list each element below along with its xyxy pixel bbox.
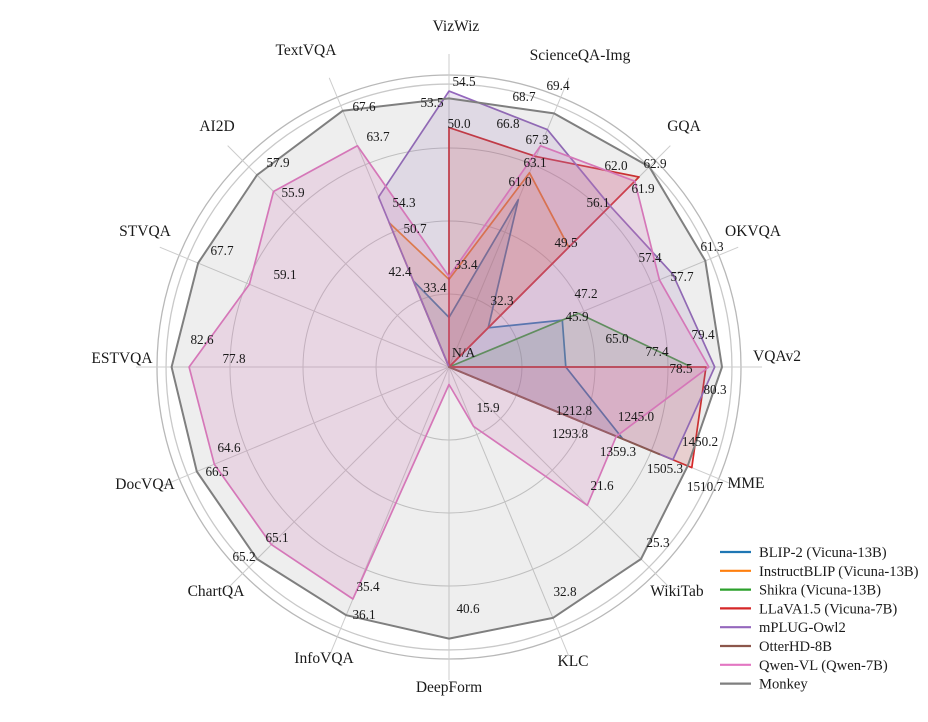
value-label-llava15-vqav2: 78.5 [669,361,692,376]
axis-label-estvqa: ESTVQA [91,350,153,367]
value-label-qwen-vl-vizwiz: 33.4 [454,257,477,272]
value-label-mplug-owl2-okvqa: 57.7 [670,269,693,284]
value-label-mplug-owl2-gqa: 56.1 [586,195,609,210]
value-label-blip2-gqa: 32.3 [490,293,513,308]
value-label-monkey-okvqa: 61.3 [700,239,723,254]
value-label-qwen-vl-textvqa: 63.7 [366,129,389,144]
value-label-monkey-textvqa: 67.6 [352,99,375,114]
value-label-monkey-ai2d: 57.9 [266,155,289,170]
value-label-instructblip-mme: 1212.8 [556,403,593,418]
legend-label-otterhd-8b: OtterHD-8B [759,639,832,655]
value-label-blip2-scienceqa-img: 61.0 [508,174,531,189]
axis-label-textvqa: TextVQA [276,42,338,59]
axis-label-gqa: GQA [667,118,701,135]
axis-label-vqav2: VQAv2 [753,348,801,365]
axis-spoke-stvqa [159,246,450,368]
axis-label-docvqa: DocVQA [115,476,175,493]
value-label-qwen-vl-stvqa: 59.1 [273,267,296,282]
value-label-qwen-vl-chartqa: 65.1 [265,530,288,545]
value-label-qwen-vl-ai2d: 55.9 [281,185,304,200]
axis-spoke-wikitab [448,366,671,589]
value-label-qwen-vl-okvqa: 57.4 [638,250,661,265]
value-label-blip2-mme: 1293.8 [552,426,589,441]
value-label-shikra-vqav2: 77.4 [645,344,668,359]
value-label-mplug-owl2-vizwiz: 54.5 [452,74,475,89]
value-label-shikra-okvqa: 47.2 [574,286,597,301]
value-label-monkey-wikitab: 25.3 [646,535,669,550]
value-label-otterhd-8b-mme: 1359.3 [600,444,637,459]
value-label-monkey-vizwiz: 53.5 [420,95,443,110]
value-label-qwen-vl-docvqa: 64.6 [217,440,240,455]
value-label-monkey-estvqa: 82.6 [190,332,213,347]
legend-label-llava1-5-vicuna-7b-: LLaVA1.5 (Vicuna-7B) [759,601,897,617]
value-label-qwen-vl-wikitab: 21.6 [590,478,613,493]
axis-label-okvqa: OKVQA [725,223,782,240]
center-na-label: N/A [452,345,476,360]
value-label-blip2-okvqa: 45.9 [565,309,588,324]
value-label-monkey-deepform: 40.6 [456,601,479,616]
value-label-qwen-vl-scienceqa-img: 67.3 [525,132,548,147]
value-label-blip2-textvqa: 42.4 [388,264,411,279]
value-label-instructblip-textvqa: 50.7 [403,221,426,236]
axis-spoke-ai2d [227,145,450,368]
axis-label-stvqa: STVQA [119,223,171,240]
axis-spoke-docvqa [159,366,450,488]
value-label-instructblip-gqa: 49.5 [554,235,577,250]
value-label-instructblip-vizwiz: 33.4 [423,280,446,295]
value-label-instructblip-scienceqa-img: 63.1 [523,155,546,170]
axis-spoke-chartqa [227,366,450,589]
value-label-monkey-stvqa: 67.7 [210,243,233,258]
legend-label-qwen-vl-qwen-7b-: Qwen-VL (Qwen-7B) [759,658,888,674]
value-label-monkey-klc: 32.8 [553,584,576,599]
axis-label-scienceqa-img: ScienceQA-Img [530,47,631,64]
value-label-llava15-vizwiz: 50.0 [447,116,470,131]
value-label-monkey-scienceqa-img: 69.4 [546,78,569,93]
value-label-qwen-vl-klc: 15.9 [476,400,499,415]
axis-spoke-infovqa [328,366,450,657]
axis-label-infovqa: InfoVQA [294,650,354,667]
value-label-monkey-gqa: 62.9 [643,156,666,171]
series-polygon-qwen-vl [188,144,710,600]
axis-label-deepform: DeepForm [416,679,482,696]
value-label-mplug-owl2-vqav2: 79.4 [691,327,714,342]
series-polygon-otterhd-8b [448,366,661,456]
value-label-monkey-infovqa: 36.1 [352,607,375,622]
axis-label-ai2d: AI2D [199,118,234,135]
axis-label-klc: KLC [558,653,589,670]
legend-label-instructblip-vicuna-13b-: InstructBLIP (Vicuna-13B) [759,564,919,580]
value-label-mplug-owl2-mme: 1450.2 [682,434,718,449]
value-label-blip2-vqav2: 65.0 [605,331,628,346]
axis-label-vizwiz: VizWiz [433,18,480,35]
axis-spoke-klc [448,366,570,657]
legend-label-blip-2-vicuna-13b-: BLIP-2 (Vicuna-13B) [759,545,887,561]
value-label-qwen-vl-estvqa: 77.8 [222,351,245,366]
series-polygon-monkey [170,97,723,640]
value-label-monkey-vqav2: 80.3 [703,382,726,397]
axis-label-chartqa: ChartQA [188,583,246,600]
value-label-monkey-docvqa: 66.5 [205,464,228,479]
value-label-llava15-mme: 1510.7 [687,479,724,494]
axis-label-wikitab: WikiTab [650,583,704,600]
axis-spoke-scienceqa-img [448,77,570,368]
value-label-mplug-owl2-textvqa: 54.3 [392,195,415,210]
legend-label-shikra-vicuna-13b-: Shikra (Vicuna-13B) [759,583,881,599]
value-label-llava15-gqa: 62.0 [604,158,627,173]
legend-label-monkey: Monkey [759,677,808,693]
value-label-mplug-owl2-scienceqa-img: 68.7 [512,89,535,104]
value-label-qwen-vl-mme: 1245.0 [618,409,655,424]
value-label-monkey-mme: 1505.3 [647,461,684,476]
value-label-qwen-vl-infovqa: 35.4 [356,579,379,594]
value-label-llava15-scienceqa-img: 66.8 [496,116,519,131]
series-polygon-mplug-owl2 [377,90,716,461]
axis-label-mme: MME [727,475,764,492]
value-label-monkey-chartqa: 65.2 [232,549,255,564]
legend-label-mplug-owl2: mPLUG-Owl2 [759,620,846,636]
value-label-qwen-vl-gqa: 61.9 [631,181,654,196]
